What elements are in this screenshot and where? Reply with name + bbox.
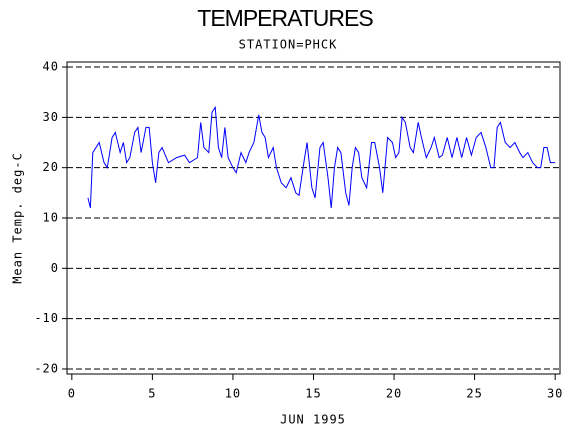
chart-title: TEMPERATURES — [197, 5, 373, 31]
chart-subtitle: STATION=PHCK — [239, 38, 338, 52]
y-tick-label: -20 — [34, 361, 59, 375]
y-tick-label: 20 — [43, 160, 59, 174]
y-tick-label: 0 — [51, 261, 59, 275]
data-line — [87, 105, 556, 209]
x-tick-label: 30 — [547, 387, 563, 401]
x-tick-label: 0 — [68, 387, 76, 401]
y-axis-label: Mean Temp. deg-C — [11, 152, 25, 284]
y-tick-label: 30 — [43, 110, 59, 124]
y-tick-label: 40 — [43, 60, 59, 74]
x-tick-label: 5 — [148, 387, 156, 401]
x-axis-label: JUN 1995 — [280, 413, 346, 427]
x-tick-label: 25 — [466, 387, 482, 401]
y-tick-label: -10 — [34, 311, 59, 325]
x-tick-label: 10 — [225, 387, 241, 401]
x-tick-label: 20 — [386, 387, 402, 401]
x-tick-label: 15 — [305, 387, 321, 401]
y-tick-label: 10 — [43, 211, 59, 225]
